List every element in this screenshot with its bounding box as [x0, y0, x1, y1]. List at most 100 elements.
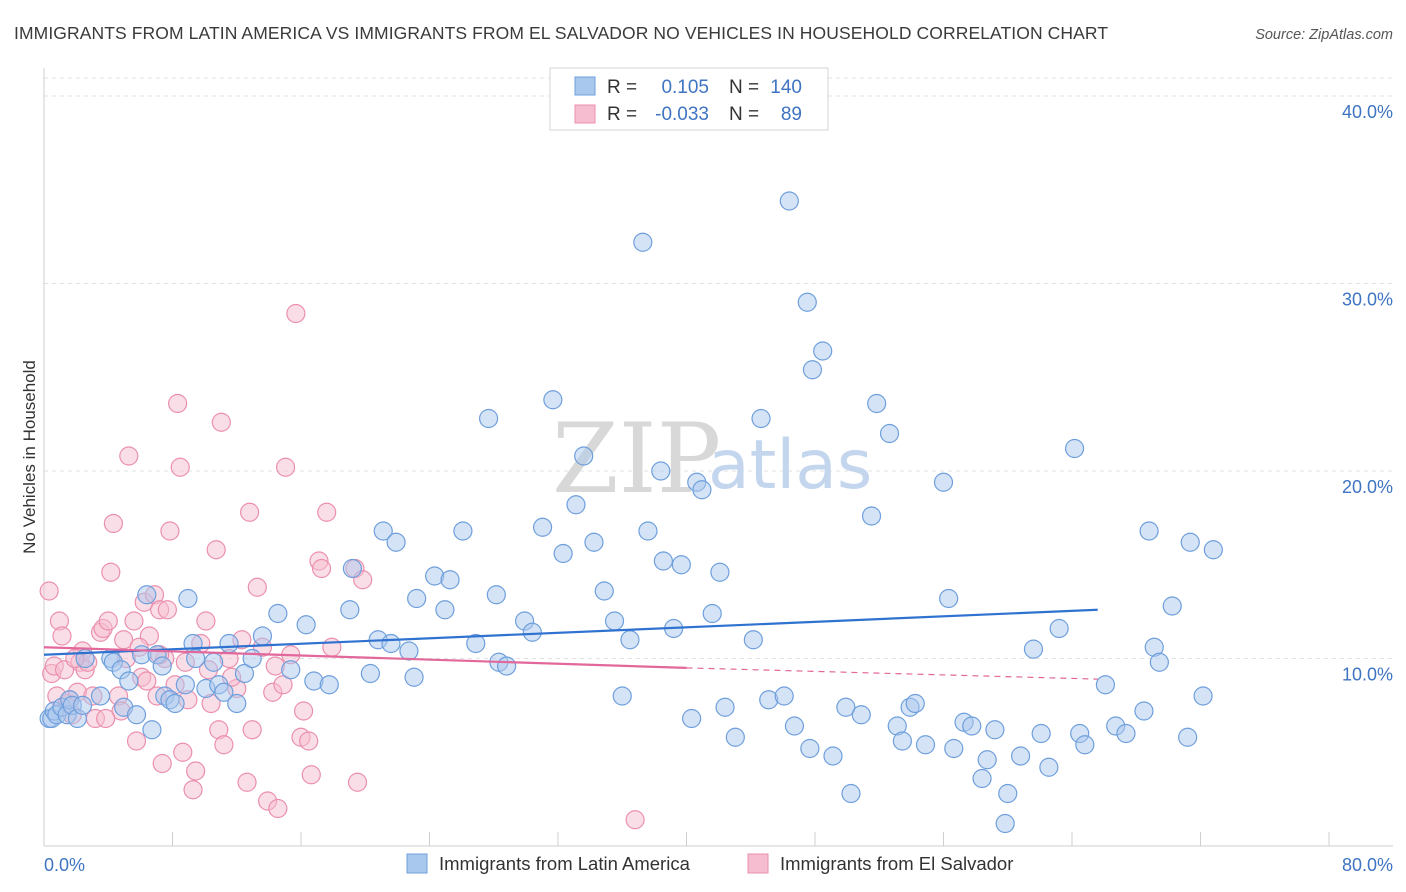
el-salvador-point-60	[247, 577, 267, 597]
latin-america-point-43	[319, 675, 339, 695]
latin-america-point-9	[72, 695, 93, 715]
el-salvador-point-38	[157, 600, 177, 620]
el-salvador-point-68	[286, 303, 306, 324]
latin-america-point-49	[373, 521, 393, 541]
legend-n-value-1: 140	[770, 77, 802, 98]
latin-america-point-120	[1010, 746, 1031, 766]
latin-america-point-86	[710, 562, 730, 582]
el-salvador-point-28	[126, 731, 147, 751]
latin-america-point-38	[252, 626, 273, 646]
el-salvador-point-43	[173, 742, 193, 762]
latin-america-point-96	[802, 360, 823, 380]
legend-n-value-2: 89	[781, 104, 802, 125]
trend-line-latin-america	[43, 608, 1098, 656]
legend-swatch-pink	[574, 104, 596, 124]
latin-america-point-110	[933, 472, 954, 492]
latin-america-point-133	[1149, 652, 1169, 672]
latin-america-point-87	[725, 727, 745, 747]
latin-america-point-37	[242, 648, 262, 669]
trend-line-el-salvador	[43, 646, 687, 669]
latin-america-point-108	[905, 693, 925, 714]
y-axis-ticks: 10.0% 20.0% 30.0% 40.0%	[1342, 102, 1393, 685]
el-salvador-point-41	[168, 393, 188, 414]
latin-america-point-83	[692, 480, 712, 500]
latin-america-point-85	[715, 697, 735, 717]
latin-america-point-94	[800, 738, 820, 759]
latin-america-point-116	[977, 750, 997, 770]
y-tick-label-3: 40.0%	[1342, 102, 1393, 122]
latin-america-point-20	[142, 720, 162, 740]
latin-america-point-119	[998, 783, 1018, 804]
el-salvador-point-52	[211, 412, 231, 432]
y-tick-label-1: 20.0%	[1342, 477, 1393, 497]
latin-america-point-123	[1049, 618, 1069, 639]
el-salvador-point-71	[299, 731, 319, 751]
latin-america-point-98	[823, 746, 843, 766]
latin-america-point-99	[836, 697, 856, 717]
latin-america-point-100	[841, 783, 861, 804]
latin-america-point-65	[532, 517, 553, 537]
latin-america-point-137	[1178, 727, 1198, 747]
latin-america-point-77	[651, 461, 671, 481]
latin-america-point-80	[671, 555, 691, 575]
latin-america-point-109	[915, 735, 936, 755]
latin-america-point-64	[522, 622, 542, 642]
latin-america-point-124	[1064, 438, 1085, 459]
latin-america-point-130	[1134, 701, 1154, 721]
el-salvador-point-78	[347, 772, 368, 792]
latin-america-point-70	[584, 532, 604, 552]
latin-america-point-112	[944, 738, 964, 759]
latin-america-point-66	[543, 390, 563, 410]
el-salvador-point-74	[311, 558, 332, 579]
latin-america-point-115	[972, 768, 992, 789]
latin-america-point-50	[386, 532, 406, 552]
el-salvador-point-36	[152, 753, 172, 774]
el-salvador-point-57	[237, 772, 257, 792]
el-salvador-point-48	[196, 611, 216, 631]
latin-america-point-122	[1039, 757, 1059, 777]
legend-n-label-2: N =	[729, 104, 759, 125]
legend-swatch-blue	[574, 76, 596, 96]
latin-america-point-56	[453, 521, 473, 541]
latin-america-point-73	[612, 686, 632, 706]
watermark: ZIP atlas	[552, 403, 872, 515]
latin-america-point-117	[985, 720, 1005, 740]
latin-america-point-11	[90, 686, 111, 706]
latin-america-point-51	[399, 641, 419, 661]
latin-america-point-121	[1031, 723, 1051, 744]
latin-america-point-22	[152, 656, 172, 676]
latin-america-point-29	[186, 648, 206, 669]
latin-america-point-36	[234, 663, 255, 684]
latin-america-point-16	[119, 671, 139, 691]
series-latin-america-points	[39, 191, 1223, 834]
latin-america-point-45	[340, 600, 360, 620]
latin-america-point-39	[268, 603, 288, 624]
legend-r-label-1: R =	[607, 77, 637, 98]
latin-america-point-44	[342, 558, 362, 579]
latin-america-point-114	[962, 716, 982, 736]
latin-america-point-138	[1193, 686, 1213, 706]
latin-america-point-25	[165, 693, 185, 714]
bottom-legend-swatch-pink	[747, 853, 769, 874]
latin-america-point-103	[867, 393, 887, 414]
latin-america-point-89	[751, 408, 771, 429]
latin-america-point-81	[682, 708, 702, 729]
trend-line-el-salvador-extension	[686, 667, 1098, 680]
el-salvador-point-66	[275, 457, 296, 477]
latin-america-point-40	[281, 660, 301, 680]
el-salvador-point-21	[103, 513, 123, 534]
el-salvador-point-50	[206, 540, 226, 560]
latin-america-point-84	[702, 603, 722, 624]
watermark-atlas: atlas	[708, 426, 872, 505]
latin-america-point-111	[939, 588, 959, 609]
latin-america-point-55	[435, 600, 455, 620]
latin-america-point-27	[178, 588, 198, 609]
latin-america-point-101	[851, 705, 871, 725]
y-axis-label: No Vehicles in Household	[20, 360, 39, 554]
latin-america-point-69	[574, 446, 594, 466]
chart-title: IMMIGRANTS FROM LATIN AMERICA VS IMMIGRA…	[14, 23, 1108, 43]
legend-n-label-1: N =	[729, 77, 759, 98]
el-salvador-point-65	[273, 675, 293, 695]
chart-source: Source: ZipAtlas.com	[1255, 27, 1393, 43]
